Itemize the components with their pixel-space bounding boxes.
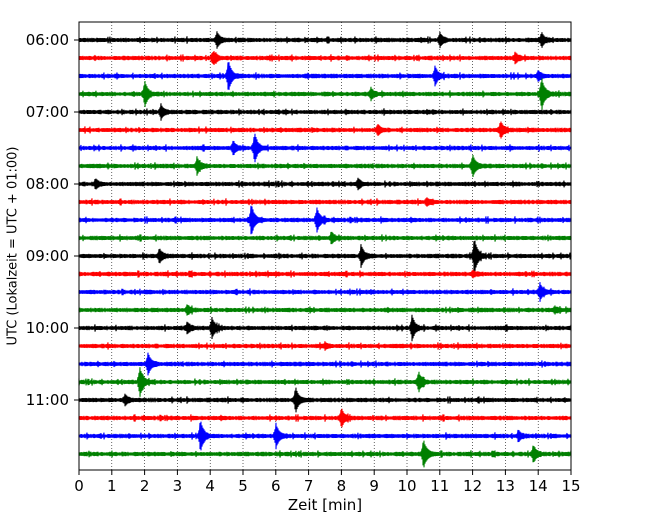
- y-axis-ticks: 06:00 07:00 08:00 09:00 10:00 11:00: [26, 31, 79, 409]
- y-tick-label-0800: 08:00: [26, 175, 69, 193]
- x-tick-label-13: 13: [496, 477, 515, 495]
- plot-frame: [78, 21, 572, 471]
- x-tick-label-4: 4: [205, 477, 215, 495]
- trace-1030: [78, 352, 572, 376]
- trace-0830: [78, 205, 572, 235]
- y-tick-label-0900: 09:00: [26, 247, 69, 265]
- x-tick-label-10: 10: [397, 477, 416, 495]
- trace-0600: [78, 31, 572, 49]
- trace-0915: [78, 269, 572, 279]
- y-tick-label-0600: 06:00: [26, 31, 69, 49]
- trace-0630: [78, 62, 572, 90]
- trace-1100: [78, 387, 572, 413]
- x-tick-label-12: 12: [463, 477, 482, 495]
- trace-1045: [78, 367, 572, 397]
- x-tick-label-6: 6: [271, 477, 281, 495]
- x-tick-label-5: 5: [238, 477, 248, 495]
- x-tick-label-0: 0: [74, 477, 84, 495]
- x-tick-label-3: 3: [173, 477, 183, 495]
- x-axis-ticks: 0 1 2 3 4 5 6 7 8 9 10 11 12 13 14 15: [74, 470, 581, 495]
- trace-0815: [78, 197, 572, 207]
- x-tick-label-7: 7: [304, 477, 314, 495]
- y-tick-label-1100: 11:00: [26, 391, 69, 409]
- y-axis-label: UTC (Lokalzeit = UTC + 01:00): [6, 147, 21, 346]
- trace-layer: [78, 31, 572, 468]
- trace-0945: [78, 304, 572, 316]
- x-tick-label-8: 8: [337, 477, 347, 495]
- trace-0900: [78, 240, 572, 272]
- x-tick-label-11: 11: [430, 477, 449, 495]
- trace-1000: [78, 314, 572, 342]
- x-tick-label-15: 15: [561, 477, 580, 495]
- x-tick-label-1: 1: [107, 477, 117, 495]
- x-tick-label-14: 14: [529, 477, 548, 495]
- trace-0745: [78, 154, 572, 178]
- trace-0715: [78, 121, 572, 139]
- x-tick-label-2: 2: [140, 477, 150, 495]
- trace-1015: [78, 341, 572, 351]
- trace-0845: [78, 231, 572, 245]
- trace-1115: [78, 408, 572, 428]
- trace-0700: [78, 103, 572, 121]
- x-axis-label: Zeit [min]: [288, 496, 362, 514]
- trace-0930: [78, 282, 572, 302]
- trace-1145: [78, 440, 572, 468]
- trace-1130: [78, 421, 572, 451]
- grid-lines: [78, 22, 572, 470]
- y-tick-label-0700: 07:00: [26, 103, 69, 121]
- trace-0615: [78, 50, 572, 66]
- trace-0800: [78, 177, 572, 191]
- x-tick-label-9: 9: [369, 477, 379, 495]
- trace-0645: [78, 78, 572, 110]
- y-tick-label-1000: 10:00: [26, 319, 69, 337]
- trace-0730: [78, 133, 572, 163]
